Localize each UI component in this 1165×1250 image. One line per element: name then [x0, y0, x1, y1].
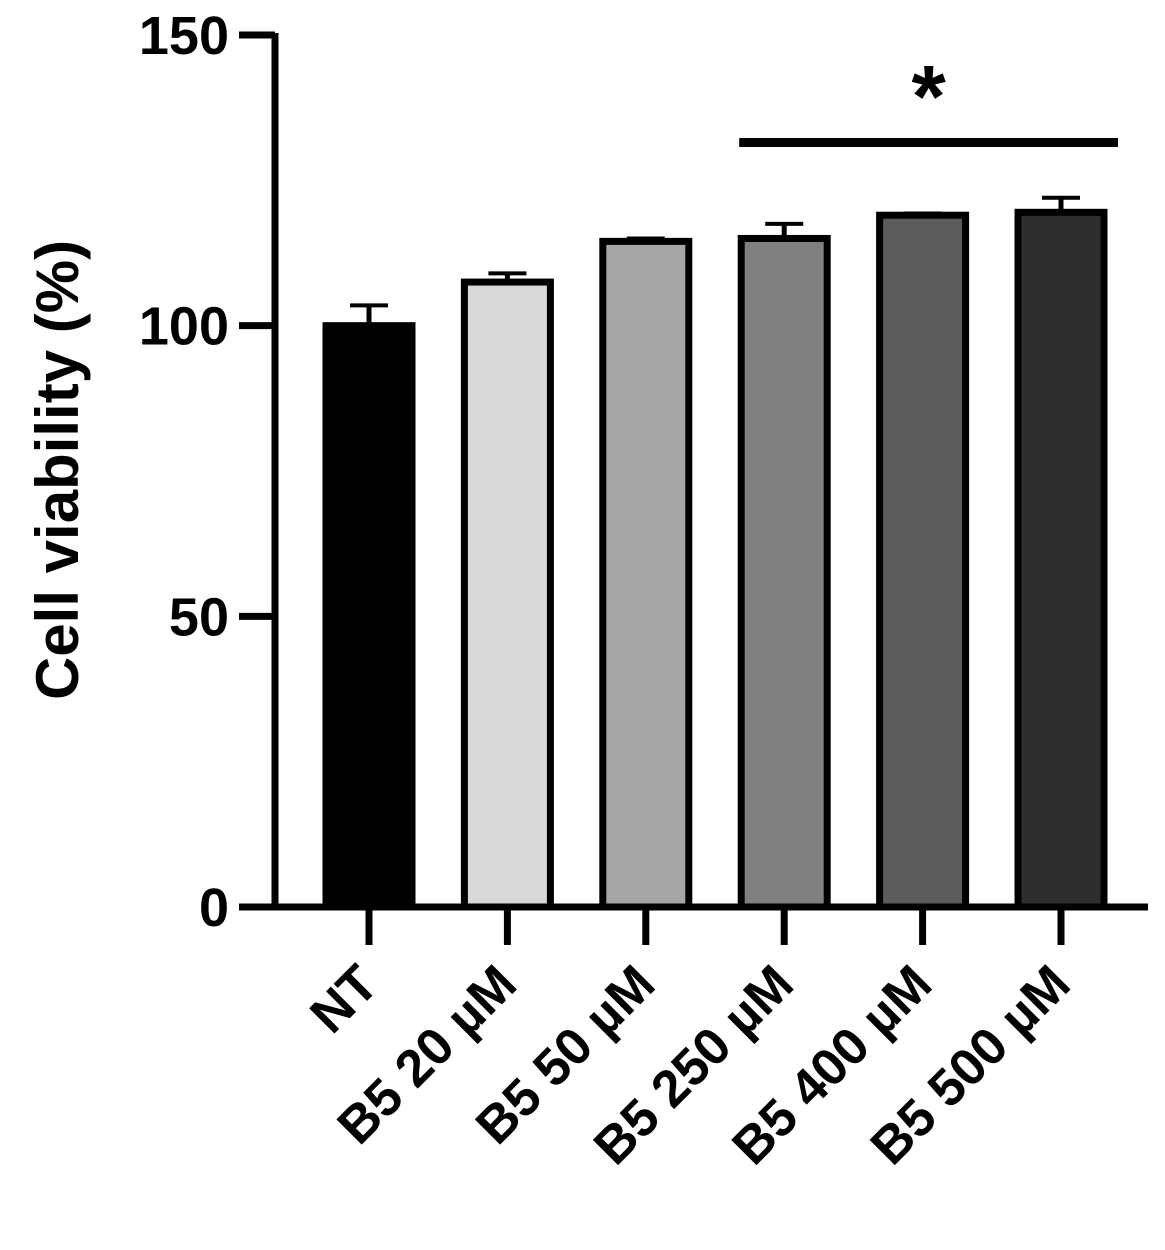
y-axis-label: Cell viability (%)	[24, 240, 91, 700]
axes-layer	[271, 33, 1148, 911]
y-tick-label: 100	[139, 297, 229, 357]
error-bar-5	[1042, 195, 1080, 213]
bar-3	[737, 234, 831, 911]
error-bar-2	[626, 236, 665, 242]
x-tick-label: NT	[299, 954, 389, 1044]
bar-0	[322, 322, 416, 911]
error-bar-1	[488, 271, 527, 283]
bar-5	[1014, 208, 1108, 911]
error-bar-3	[765, 221, 804, 239]
significance-marker: *	[911, 47, 946, 146]
bar-4	[876, 211, 970, 911]
y-ticks-layer: 0 50 100 150	[139, 6, 275, 938]
bar-1	[460, 278, 554, 911]
error-bar-0	[350, 303, 388, 326]
bars-layer	[322, 208, 1108, 911]
error-bars-layer	[350, 195, 1080, 326]
y-tick-label: 50	[169, 587, 229, 647]
annotations-layer: *	[739, 47, 1118, 148]
y-tick-label: 150	[139, 6, 229, 66]
y-tick-label: 0	[199, 878, 229, 938]
error-bar-4	[903, 211, 942, 216]
bar-2	[599, 237, 693, 911]
